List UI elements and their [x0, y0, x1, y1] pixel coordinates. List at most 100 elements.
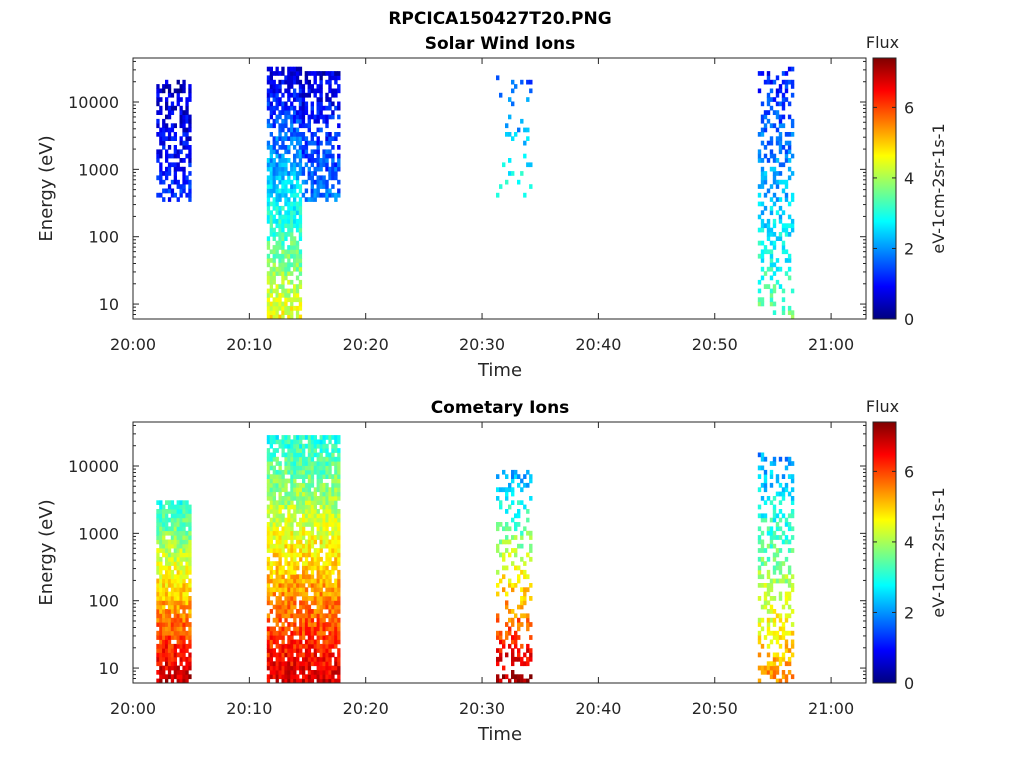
- heatmap-cell: [316, 665, 320, 671]
- heatmap-cell: [272, 439, 276, 445]
- heatmap-cell: [316, 88, 320, 94]
- heatmap-cell: [170, 530, 175, 536]
- heatmap-cell: [266, 583, 271, 588]
- heatmap-cell: [266, 439, 271, 445]
- x-tick-label: 20:20: [343, 335, 389, 354]
- heatmap-cell: [778, 205, 783, 211]
- figure-title: RPCICA150427T20.PNG: [388, 9, 611, 29]
- heatmap-cell: [299, 443, 303, 449]
- heatmap-cell: [281, 496, 285, 501]
- heatmap-cell: [173, 552, 177, 558]
- heatmap-cell: [319, 604, 323, 610]
- heatmap-cell: [325, 461, 329, 466]
- colorbar-tick-label: 2: [904, 239, 914, 258]
- heatmap-cell: [331, 539, 335, 545]
- heatmap-cell: [787, 305, 792, 311]
- heatmap-cell: [281, 266, 285, 272]
- heatmap-cell: [328, 435, 332, 440]
- heatmap-cell: [313, 639, 317, 645]
- heatmap-cell: [337, 583, 341, 588]
- heatmap-cell: [170, 188, 175, 194]
- heatmap-cell: [278, 543, 282, 549]
- heatmap-cell: [296, 639, 300, 645]
- heatmap-cell: [328, 171, 332, 176]
- heatmap-cell: [278, 97, 282, 102]
- heatmap-cell: [787, 258, 792, 263]
- heatmap-cell: [299, 665, 303, 671]
- heatmap-cell: [284, 236, 288, 241]
- heatmap-cell: [179, 504, 183, 510]
- heatmap-cell: [310, 622, 315, 627]
- heatmap-cell: [284, 465, 288, 471]
- heatmap-cell: [188, 556, 192, 562]
- heatmap-cell: [293, 474, 297, 479]
- heatmap-cell: [325, 583, 329, 588]
- heatmap-cell: [156, 670, 160, 675]
- heatmap-cell: [520, 604, 524, 610]
- heatmap-cell: [316, 635, 320, 640]
- heatmap-cell: [295, 192, 300, 198]
- heatmap-cell: [159, 539, 163, 545]
- heatmap-cell: [299, 530, 303, 536]
- heatmap-cell: [523, 591, 527, 597]
- heatmap-cell: [182, 670, 186, 675]
- heatmap-cell: [281, 591, 285, 597]
- heatmap-cell: [278, 652, 282, 658]
- heatmap-cell: [182, 569, 186, 575]
- heatmap-cell: [176, 504, 180, 510]
- heatmap-cell: [502, 556, 506, 562]
- heatmap-cell: [763, 110, 768, 115]
- heatmap-cell: [304, 665, 309, 671]
- heatmap-cell: [293, 591, 297, 597]
- heatmap-cell: [499, 92, 503, 98]
- heatmap-cell: [790, 643, 795, 649]
- heatmap-cell: [526, 509, 530, 514]
- heatmap-cell: [787, 201, 792, 207]
- heatmap-cell: [763, 517, 768, 523]
- heatmap-cell: [284, 517, 288, 523]
- heatmap-cell: [162, 543, 166, 549]
- heatmap-cell: [293, 587, 297, 593]
- heatmap-cell: [505, 622, 509, 627]
- heatmap-cell: [179, 526, 183, 532]
- heatmap-cell: [278, 561, 282, 566]
- heatmap-cell: [275, 652, 279, 658]
- heatmap-cell: [325, 565, 329, 571]
- heatmap-cell: [188, 613, 192, 619]
- heatmap-cell: [281, 643, 285, 649]
- heatmap-cell: [310, 609, 315, 614]
- heatmap-cell: [290, 513, 294, 519]
- heatmap-cell: [185, 539, 189, 545]
- heatmap-cell: [505, 535, 509, 540]
- heatmap-cell: [328, 439, 332, 445]
- heatmap-cell: [334, 613, 338, 619]
- heatmap-cell: [182, 517, 186, 523]
- heatmap-cell: [331, 665, 335, 671]
- heatmap-cell: [298, 118, 303, 124]
- heatmap-cell: [302, 661, 306, 667]
- heatmap-cell: [499, 184, 503, 189]
- heatmap-cell: [165, 569, 169, 575]
- heatmap-cell: [302, 626, 306, 632]
- heatmap-cell: [328, 626, 332, 632]
- heatmap-cell: [176, 591, 180, 597]
- heatmap-cell: [322, 652, 326, 658]
- x-axis: 20:00 20:10 20:20 20:30 20:40 20:50 21:00: [110, 422, 854, 718]
- heatmap-cell: [185, 105, 189, 111]
- heatmap-cell: [266, 175, 271, 181]
- heatmap-cell: [296, 535, 300, 540]
- heatmap-cell: [182, 522, 186, 527]
- heatmap-cell: [334, 171, 338, 176]
- heatmap-cell: [281, 175, 285, 181]
- heatmap-cell: [313, 583, 317, 588]
- heatmap-cell: [295, 184, 300, 189]
- heatmap-cell: [334, 197, 338, 202]
- heatmap-cell: [266, 271, 271, 276]
- heatmap-cell: [763, 171, 768, 176]
- heatmap-cell: [781, 674, 786, 680]
- heatmap-cell: [772, 240, 777, 246]
- heatmap-cell: [302, 461, 306, 466]
- heatmap-cell: [302, 678, 306, 684]
- heatmap-cell: [159, 652, 163, 658]
- heatmap-cell: [517, 635, 521, 640]
